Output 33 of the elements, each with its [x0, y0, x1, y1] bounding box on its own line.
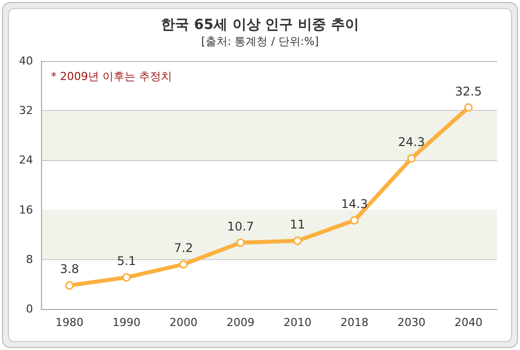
data-label: 5.1: [116, 254, 136, 268]
x-tick-label: 1980: [56, 316, 84, 329]
point: [65, 281, 74, 290]
x-tick-label: 2030: [398, 316, 426, 329]
chart-subtitle: [출처: 통계청 / 단위:%]: [201, 35, 319, 48]
y-tick-label: 16: [19, 203, 33, 216]
data-label: 11: [290, 218, 306, 232]
data-label: 24.3: [398, 135, 425, 150]
point: [464, 103, 473, 112]
y-tick-label: 32: [19, 104, 33, 118]
chart-title: 한국 65세 이상 인구 비중 추이: [161, 17, 359, 33]
x-tick-label: 2000: [170, 316, 198, 329]
x-tick-label: 1990: [112, 316, 140, 329]
point: [350, 216, 359, 225]
x-tick-label: 2040: [454, 316, 482, 329]
x-tick-label: 2010: [284, 316, 312, 329]
point: [293, 236, 302, 246]
y-tick-label: 24: [19, 154, 33, 167]
data-label: 14.3: [341, 197, 368, 212]
y-tick-label: 8: [26, 252, 33, 266]
point: [236, 238, 245, 247]
annotation: * 2009년 이후는 추정치: [51, 70, 172, 83]
x-tick-label: 2009: [226, 316, 254, 329]
point: [122, 273, 131, 282]
point: [179, 260, 188, 269]
data-label: 3.8: [60, 262, 80, 276]
data-label: 32.5: [455, 84, 482, 98]
data-label: 10.7: [227, 219, 254, 234]
y-tick-label: 0: [26, 302, 33, 316]
point: [407, 154, 416, 163]
y-tick-label: 40: [19, 54, 33, 68]
data-label: 7.2: [174, 241, 194, 256]
x-tick-label: 2018: [340, 316, 368, 329]
